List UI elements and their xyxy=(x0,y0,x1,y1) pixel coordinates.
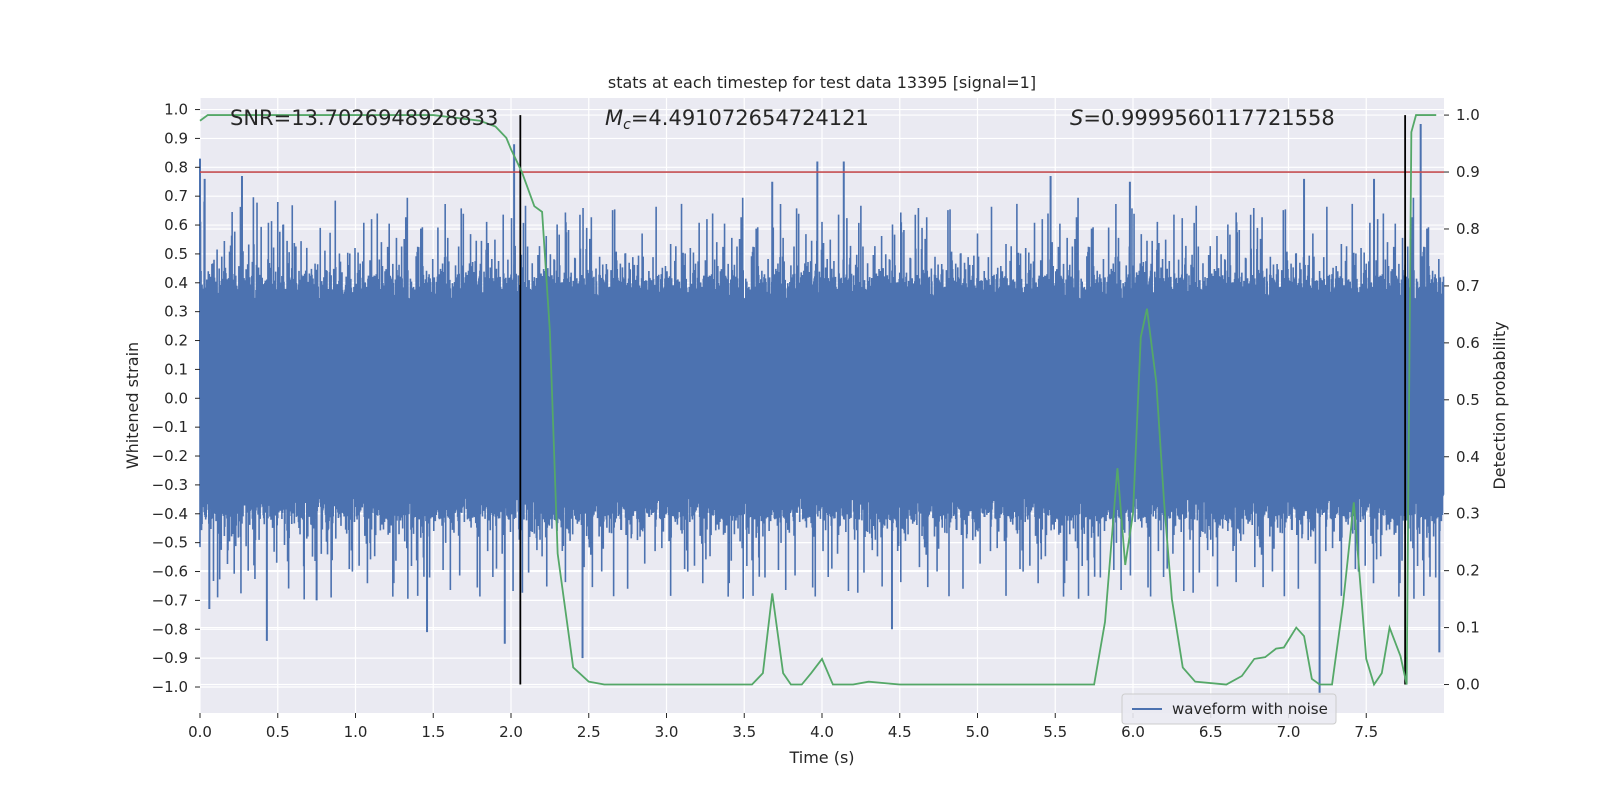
y2-tick-label: 0.8 xyxy=(1456,220,1480,238)
y2-tick-label: 0.5 xyxy=(1456,391,1480,409)
s-symbol: S xyxy=(1070,106,1083,130)
y-tick-label: −0.4 xyxy=(152,505,188,523)
y-axis-label: Whitened strain xyxy=(123,342,142,469)
y-tick-label: 0.6 xyxy=(164,216,188,234)
y-tick-label: −0.7 xyxy=(152,591,188,609)
y-tick-label: −0.2 xyxy=(152,447,188,465)
y-tick-label: −0.6 xyxy=(152,563,188,581)
x-tick-label: 7.5 xyxy=(1354,723,1378,741)
y2-tick-label: 0.0 xyxy=(1456,676,1480,694)
x-tick-label: 1.0 xyxy=(344,723,368,741)
mc-value: =4.491072654724121 xyxy=(631,106,869,130)
x-tick-label: 6.5 xyxy=(1199,723,1223,741)
x-tick-label: 1.5 xyxy=(421,723,445,741)
chart-title: stats at each timestep for test data 133… xyxy=(608,73,1036,92)
x-tick-label: 5.0 xyxy=(966,723,990,741)
annotation-snr: SNR=13.7026948928833 xyxy=(230,106,498,130)
y2-tick-label: 0.2 xyxy=(1456,562,1480,580)
probability-series xyxy=(199,114,1437,687)
mc-subscript: c xyxy=(623,117,631,133)
y2-tick-label: 0.4 xyxy=(1456,448,1480,466)
y2-tick-label: 0.6 xyxy=(1456,334,1480,352)
x-tick-label: 4.0 xyxy=(810,723,834,741)
vertical-markers xyxy=(519,115,1407,685)
y-tick-label: 0.8 xyxy=(164,158,188,176)
mc-symbol: M xyxy=(605,106,623,130)
y-tick-label: 0.7 xyxy=(164,187,188,205)
x-tick-label: 4.5 xyxy=(888,723,912,741)
y2-tick-label: 0.3 xyxy=(1456,505,1480,523)
y-tick-label: 1.0 xyxy=(164,101,188,119)
y2-axis-label: Detection probability xyxy=(1490,321,1509,489)
x-tick-label: 3.5 xyxy=(732,723,756,741)
x-tick-label: 0.0 xyxy=(188,723,212,741)
strain-noise xyxy=(199,197,1445,600)
y-tick-label: 0.9 xyxy=(164,129,188,147)
y-tick-label: −1.0 xyxy=(152,678,188,696)
y2-tick-label: 0.1 xyxy=(1456,619,1480,637)
x-axis-label: Time (s) xyxy=(788,748,854,767)
x-tick-label: 6.0 xyxy=(1121,723,1145,741)
legend: waveform with noise xyxy=(1121,693,1337,725)
y-tick-label: −0.1 xyxy=(152,418,188,436)
x-tick-label: 2.5 xyxy=(577,723,601,741)
y2-tick-label: 0.7 xyxy=(1456,277,1480,295)
y2-tick-label: 0.9 xyxy=(1456,163,1480,181)
y-tick-label: 0.5 xyxy=(164,245,188,263)
legend-label: waveform with noise xyxy=(1172,700,1328,718)
probability-line xyxy=(199,114,1437,687)
y2-tick-label: 1.0 xyxy=(1456,106,1480,124)
axes: 0.0 0.5 1.0 1.5 2.0 2.5 3.0 3.5 4.0 4.5 5.0 5.5 6.0 6… xyxy=(152,101,1480,741)
x-tick-label: 3.0 xyxy=(655,723,679,741)
y-tick-label: −0.5 xyxy=(152,534,188,552)
x-tick-label: 0.5 xyxy=(266,723,290,741)
y-tick-label: 0.0 xyxy=(164,389,188,407)
legend-box xyxy=(1121,693,1337,725)
y-tick-label: −0.3 xyxy=(152,476,188,494)
y-tick-label: −0.8 xyxy=(152,620,188,638)
annotation-score: S=0.9999560117721558 xyxy=(1070,106,1335,130)
x-tick-label: 2.0 xyxy=(499,723,523,741)
x-tick-label: 7.0 xyxy=(1277,723,1301,741)
y-tick-label: 0.4 xyxy=(164,274,188,292)
s-value: =0.9999560117721558 xyxy=(1083,106,1334,130)
y-tick-label: 0.1 xyxy=(164,360,188,378)
y-tick-label: 0.3 xyxy=(164,303,188,321)
y-tick-label: −0.9 xyxy=(152,649,188,667)
strain-series xyxy=(199,123,1445,693)
y-tick-label: 0.2 xyxy=(164,332,188,350)
annotation-chirp-mass: Mc=4.491072654724121 xyxy=(605,106,869,133)
x-tick-label: 5.5 xyxy=(1043,723,1067,741)
